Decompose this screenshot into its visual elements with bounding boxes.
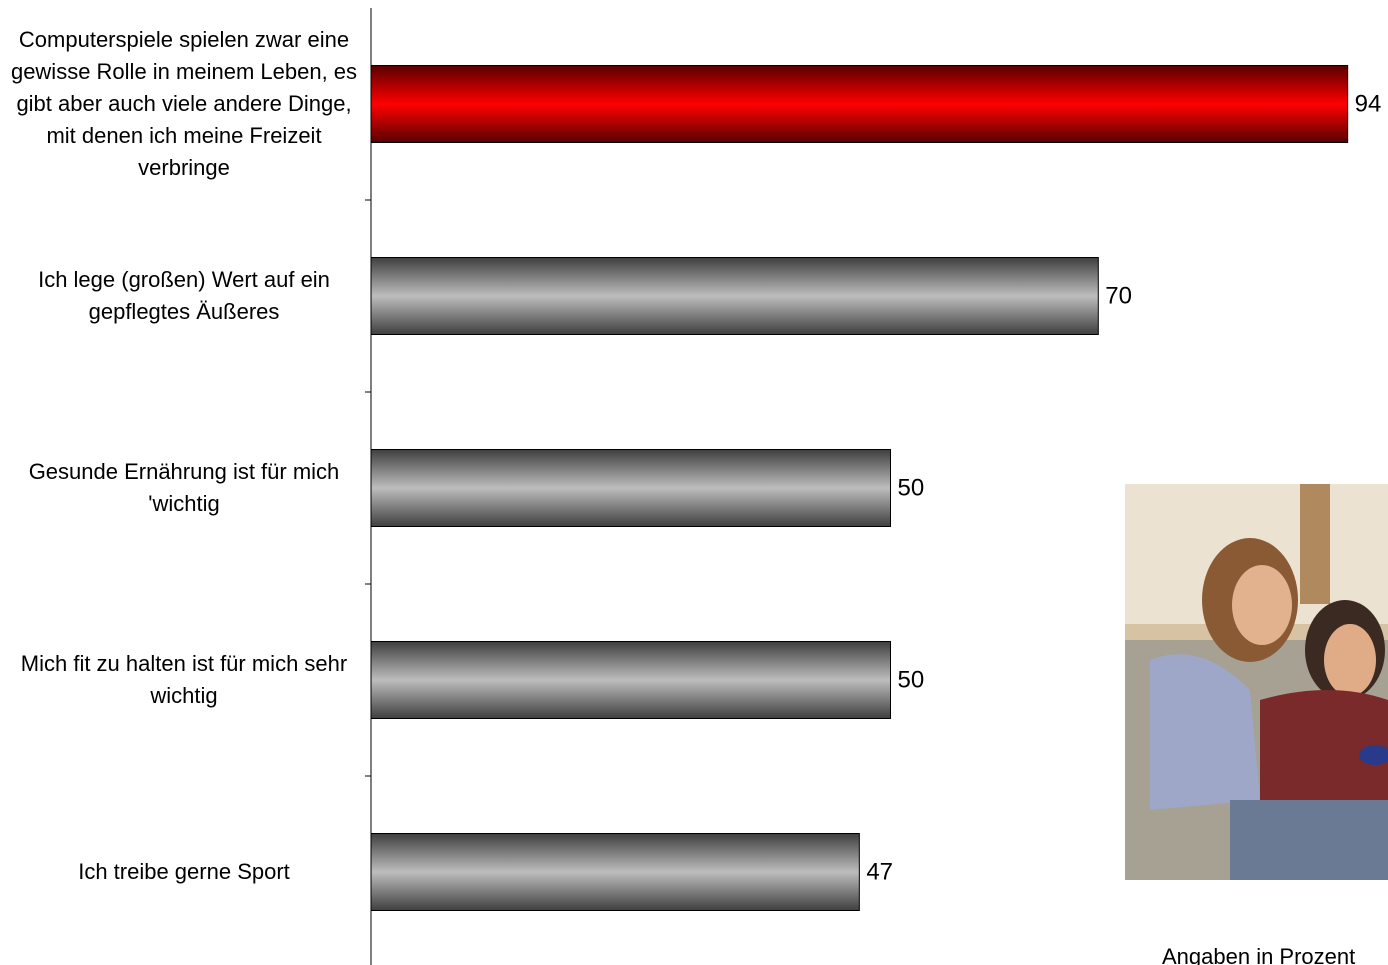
bar (370, 833, 860, 911)
category-label: Computerspiele spielen zwar eine gewisse… (10, 27, 358, 180)
value-label: 50 (898, 474, 925, 501)
value-label: 50 (898, 666, 925, 693)
value-label: 47 (866, 858, 893, 885)
category-label: Mich fit zu halten ist für mich sehr wic… (20, 651, 348, 708)
note: Angaben in Prozent (1162, 944, 1355, 965)
bar (370, 641, 891, 719)
category-label: Ich treibe gerne Sport (78, 859, 290, 884)
value-label: 70 (1105, 282, 1132, 309)
bar (370, 449, 891, 527)
category-label: Gesunde Ernährung ist für mich 'wichtig (28, 459, 340, 516)
value-label: 94 (1355, 90, 1382, 117)
bar (370, 65, 1349, 143)
photo (1125, 484, 1388, 880)
bar (370, 257, 1099, 335)
category-label: Ich lege (großen) Wert auf ein gepflegte… (38, 267, 330, 324)
